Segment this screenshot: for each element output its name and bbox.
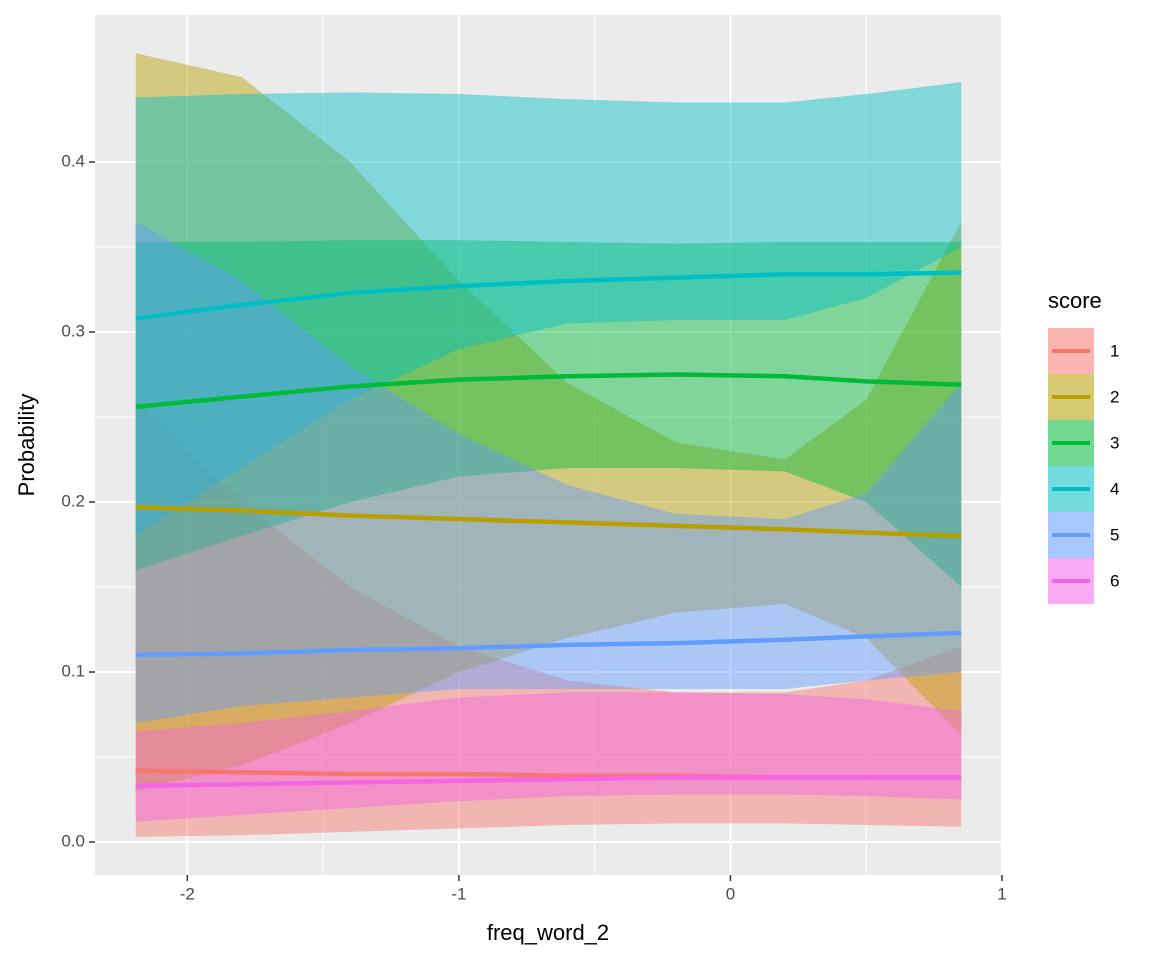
ribbon bbox=[135, 400, 962, 837]
legend-label: 1 bbox=[1110, 341, 1119, 360]
legend-label: 5 bbox=[1110, 525, 1119, 544]
series-line bbox=[135, 372, 962, 410]
panel bbox=[95, 15, 1002, 875]
series-line bbox=[135, 270, 962, 321]
ribbon bbox=[135, 82, 962, 537]
y-tick-label: 0.3 bbox=[61, 322, 85, 341]
legend-title: score bbox=[1048, 288, 1102, 313]
legend-label: 2 bbox=[1110, 387, 1119, 406]
y-tick-label: 0.1 bbox=[61, 662, 85, 681]
x-axis-title: freq_word_2 bbox=[487, 920, 609, 945]
legend-label: 4 bbox=[1110, 479, 1119, 498]
series-line bbox=[135, 504, 962, 539]
series-line bbox=[135, 775, 962, 789]
y-tick-label: 0.2 bbox=[61, 492, 85, 511]
ribbon bbox=[135, 53, 962, 792]
y-axis-title: Probability bbox=[14, 394, 39, 497]
x-tick-label: -1 bbox=[451, 884, 466, 903]
y-tick-label: 0.4 bbox=[61, 152, 85, 171]
ribbon bbox=[135, 221, 962, 724]
legend-label: 6 bbox=[1110, 571, 1119, 590]
y-tick-label: 0.0 bbox=[61, 832, 85, 851]
x-tick-label: 1 bbox=[997, 884, 1006, 903]
x-tick-label: 0 bbox=[726, 884, 735, 903]
x-tick-label: -2 bbox=[180, 884, 195, 903]
ribbon bbox=[135, 240, 962, 588]
series-line bbox=[135, 630, 962, 658]
ribbon bbox=[135, 692, 962, 822]
legend-label: 3 bbox=[1110, 433, 1119, 452]
